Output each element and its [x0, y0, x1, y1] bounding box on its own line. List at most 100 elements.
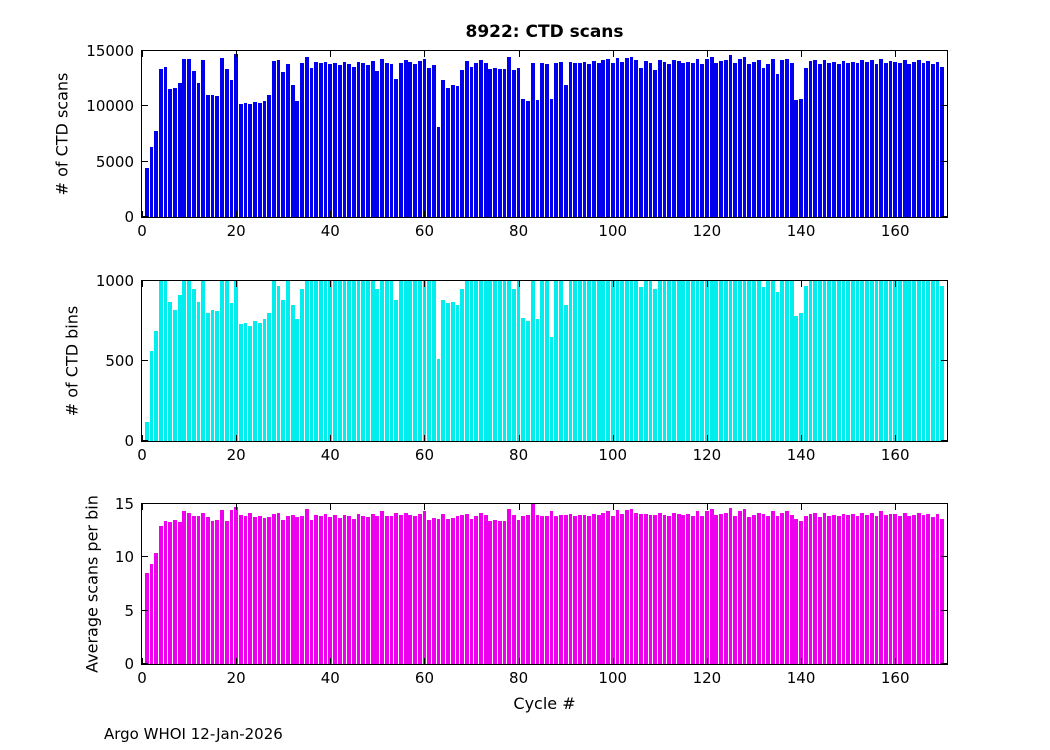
- bar: [737, 511, 742, 664]
- bar: [530, 504, 535, 664]
- bar: [403, 59, 408, 217]
- bar: [761, 513, 766, 664]
- bar: [234, 507, 239, 664]
- bar: [832, 514, 836, 664]
- x-tick-mark: [612, 281, 614, 287]
- bar: [337, 281, 342, 441]
- x-tick-mark: [142, 281, 143, 287]
- bar: [832, 62, 836, 217]
- bar: [733, 515, 738, 664]
- bar: [700, 515, 705, 664]
- bar: [629, 509, 634, 664]
- bar: [224, 521, 229, 664]
- bar: [173, 520, 177, 664]
- bar: [502, 68, 507, 217]
- bar: [789, 281, 794, 441]
- bar: [737, 58, 742, 217]
- bar: [502, 281, 507, 441]
- bar: [154, 130, 158, 217]
- bar: [855, 281, 860, 441]
- x-tick-mark: [424, 435, 426, 441]
- bar: [370, 60, 375, 217]
- bar: [333, 514, 337, 664]
- bar: [803, 515, 808, 664]
- bar: [940, 285, 945, 441]
- bar: [488, 521, 493, 664]
- bar: [168, 522, 173, 664]
- bar: [888, 281, 893, 441]
- bar: [690, 281, 695, 441]
- bar: [229, 510, 234, 664]
- bar: [366, 281, 370, 441]
- y-tick-label: 0: [124, 432, 134, 450]
- x-tick-mark: [518, 435, 520, 441]
- bar: [582, 514, 587, 664]
- y-tick-mark: [142, 105, 148, 107]
- bar: [234, 281, 239, 441]
- bar: [182, 511, 187, 664]
- bar: [422, 59, 427, 217]
- bar: [497, 281, 502, 441]
- bar: [220, 57, 224, 217]
- bar: [431, 517, 436, 664]
- bar: [276, 60, 281, 217]
- bar: [620, 513, 625, 664]
- bar: [530, 62, 535, 217]
- bar: [855, 515, 860, 664]
- bar: [281, 72, 286, 217]
- bar: [921, 281, 926, 441]
- bar: [243, 515, 248, 664]
- bar: [883, 514, 888, 664]
- bar: [695, 281, 700, 441]
- bar: [201, 281, 206, 441]
- bar: [827, 63, 832, 217]
- bar: [761, 287, 766, 441]
- bar: [902, 59, 907, 217]
- bar: [323, 61, 328, 217]
- bar: [737, 281, 742, 441]
- bar: [314, 514, 319, 664]
- bar: [408, 62, 413, 217]
- bar: [384, 63, 389, 217]
- x-tick-label: 120: [692, 446, 722, 464]
- bar: [535, 319, 540, 441]
- subplot-average-scans: Average scans per bin 0 20 40 60 80 100 120 140…: [83, 495, 948, 687]
- bar: [846, 514, 851, 664]
- y-tick-label: 5: [124, 601, 134, 620]
- bar: [144, 168, 149, 217]
- bar: [351, 281, 356, 441]
- bar: [469, 281, 474, 441]
- x-tick-mark: [801, 281, 803, 287]
- bar: [215, 311, 220, 441]
- bar: [719, 281, 723, 441]
- bar: [488, 281, 493, 441]
- bar: [643, 60, 648, 217]
- bar: [832, 281, 836, 441]
- bar: [615, 58, 620, 217]
- bar: [187, 59, 191, 217]
- bar: [493, 281, 497, 441]
- bar: [874, 515, 879, 664]
- bar: [309, 281, 314, 441]
- bar: [464, 281, 469, 441]
- bar: [286, 281, 290, 441]
- bar: [714, 514, 719, 664]
- bar: [479, 281, 483, 441]
- bar: [803, 285, 808, 441]
- bar: [333, 62, 337, 217]
- bar: [177, 83, 182, 217]
- x-tick-mark: [142, 658, 143, 664]
- bar: [540, 63, 545, 217]
- bar: [177, 295, 182, 441]
- bar: [577, 62, 582, 217]
- y-tick-mark: [941, 50, 947, 51]
- bar: [427, 520, 432, 664]
- bar: [733, 281, 738, 441]
- bar: [893, 61, 898, 217]
- x-tick-label: 20: [226, 222, 246, 240]
- bar: [361, 63, 366, 217]
- bar: [403, 512, 408, 664]
- x-tick-mark: [706, 504, 708, 510]
- bar: [182, 58, 187, 217]
- bar: [799, 98, 803, 217]
